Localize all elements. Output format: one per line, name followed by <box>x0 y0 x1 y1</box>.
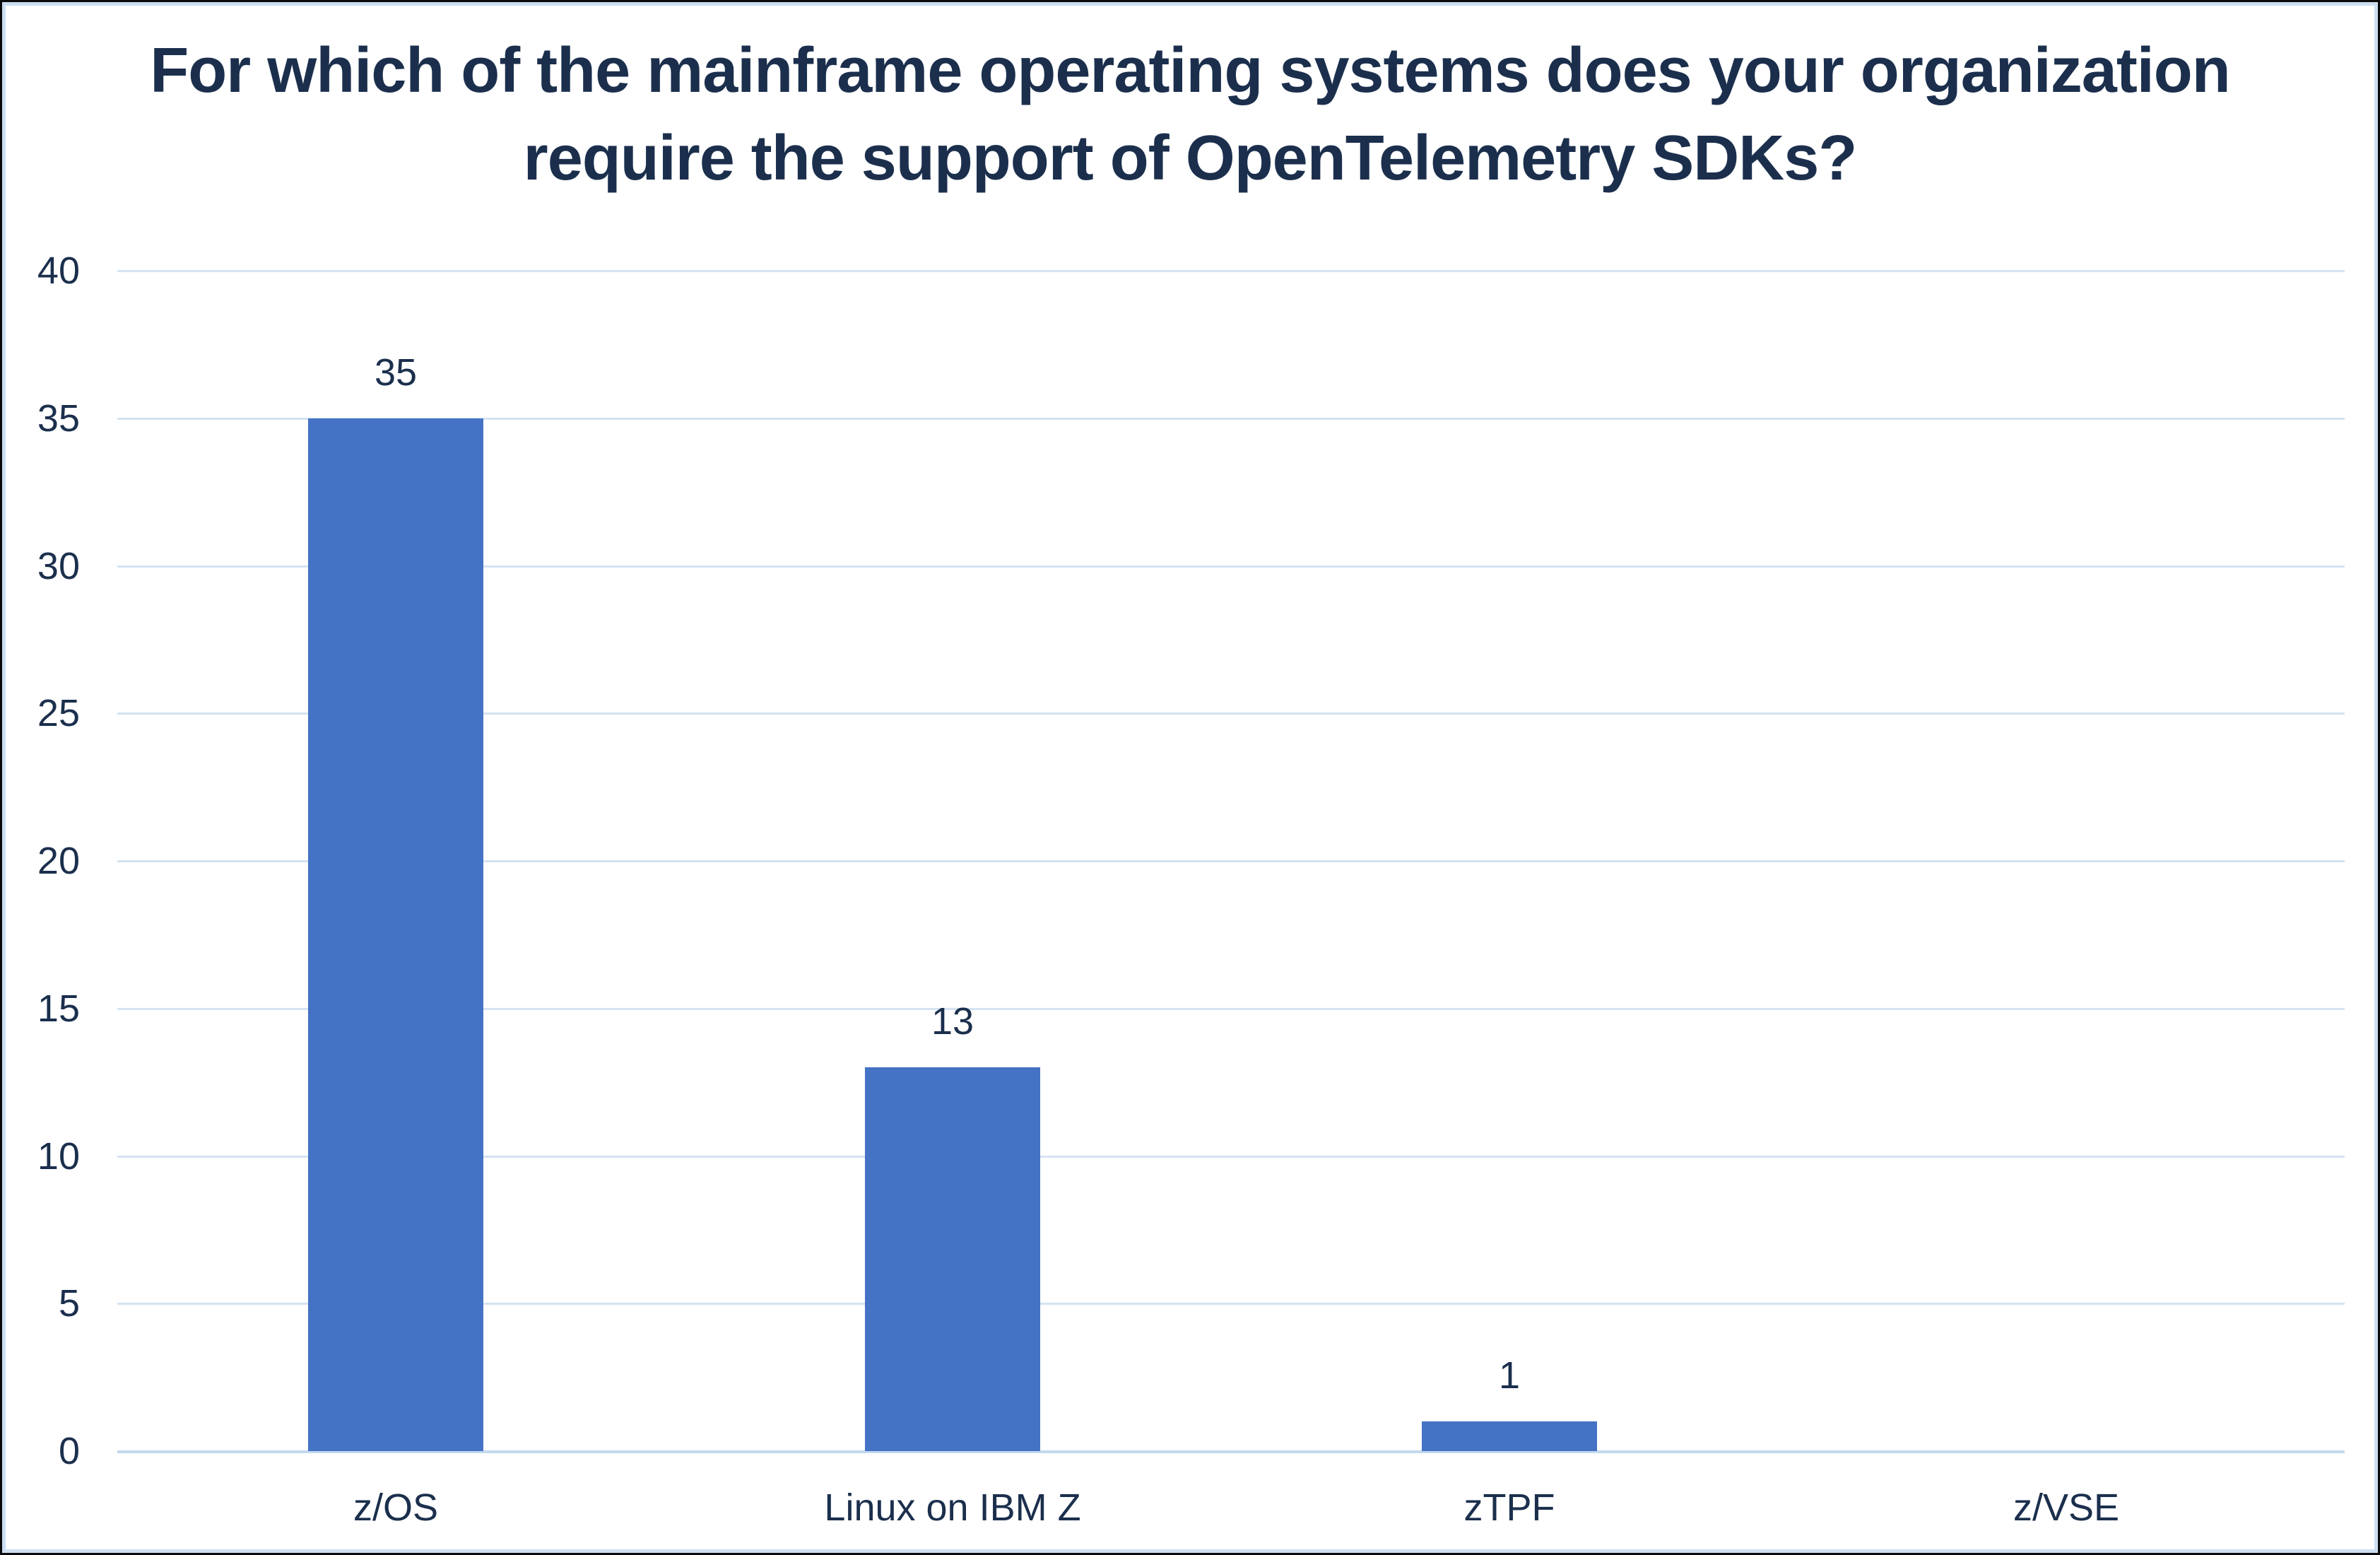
x-axis-category-label-z-os: z/OS <box>353 1486 439 1529</box>
gridline <box>117 712 2345 715</box>
bar-value-label-linux-on-ibm-z: 13 <box>931 1000 974 1043</box>
x-axis-baseline <box>117 1450 2345 1453</box>
y-axis-tick-label: 10 <box>37 1134 80 1178</box>
x-axis-category-label-linux-on-ibm-z: Linux on IBM Z <box>824 1486 1081 1529</box>
gridline <box>117 1155 2345 1158</box>
gridline <box>117 1303 2345 1305</box>
gridline <box>117 270 2345 272</box>
bar-ztpf <box>1422 1421 1597 1451</box>
bar-chart: For which of the mainframe operating sys… <box>6 6 2374 1549</box>
y-axis-tick-label: 5 <box>58 1282 80 1325</box>
bar-z-os <box>308 418 483 1451</box>
gridline <box>117 1007 2345 1010</box>
y-axis-tick-label: 0 <box>58 1430 80 1472</box>
y-axis-tick-label: 40 <box>37 250 80 292</box>
y-axis-tick-label: 15 <box>37 987 80 1030</box>
gridline <box>117 860 2345 862</box>
y-axis-tick-label: 20 <box>37 840 80 882</box>
bar-value-label-z-os: 35 <box>374 351 418 394</box>
gridline <box>117 565 2345 568</box>
y-axis-tick-label: 25 <box>37 692 80 735</box>
y-axis-tick-label: 30 <box>37 544 80 587</box>
bar-linux-on-ibm-z <box>865 1067 1040 1451</box>
y-axis-tick-label: 35 <box>37 397 80 440</box>
gridline <box>117 417 2345 420</box>
plot-area: 0 5 10 15 20 25 30 35 40 35 z/OS 13 Linux on IBM Z 1 z… <box>6 6 2374 1549</box>
chart-title: For which of the mainframe operating sys… <box>150 35 2231 194</box>
bar-value-label-ztpf: 1 <box>1498 1354 1521 1397</box>
x-axis-category-label-ztpf: zTPF <box>1463 1486 1555 1529</box>
x-axis-category-label-z-vse: z/VSE <box>2013 1486 2120 1529</box>
